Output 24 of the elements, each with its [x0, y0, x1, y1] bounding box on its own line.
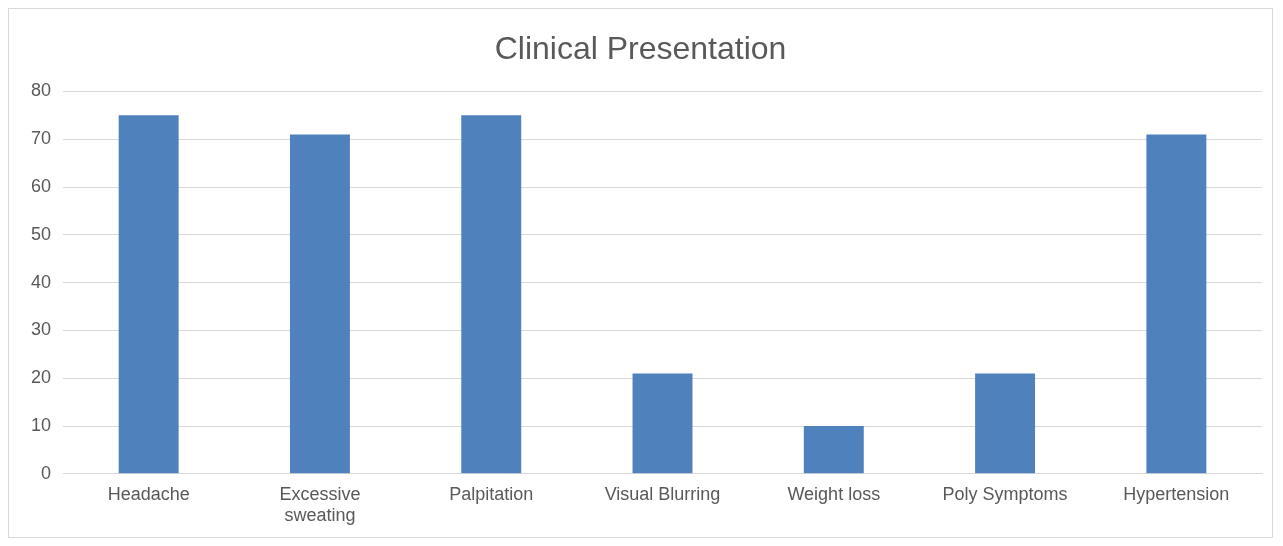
x-tick-label: Weight loss [787, 483, 881, 504]
y-tick-label: 70 [30, 128, 52, 149]
bar [1146, 134, 1207, 474]
bar [803, 426, 864, 474]
bar [461, 115, 522, 474]
chart-title: Clinical Presentation [494, 30, 787, 67]
y-tick-label: 0 [41, 462, 52, 483]
y-tick-label: 20 [30, 367, 52, 388]
bar [632, 373, 693, 474]
y-tick-label: 60 [30, 175, 52, 196]
x-tick-label: Poly Symptoms [942, 483, 1068, 504]
y-tick-label: 50 [30, 223, 52, 244]
x-tick-label: Visual Blurring [604, 483, 721, 504]
x-tick-label: Excessive sweating [279, 483, 361, 526]
x-tick-label: Hypertension [1123, 483, 1230, 504]
bar [975, 373, 1036, 474]
bar [289, 134, 350, 474]
y-tick-label: 80 [30, 80, 52, 101]
bar [118, 115, 179, 474]
y-tick-label: 10 [30, 414, 52, 435]
y-tick-label: 40 [30, 271, 52, 292]
x-tick-label: Palpitation [449, 483, 534, 504]
x-tick-label: Headache [107, 483, 190, 504]
y-tick-label: 30 [30, 319, 52, 340]
